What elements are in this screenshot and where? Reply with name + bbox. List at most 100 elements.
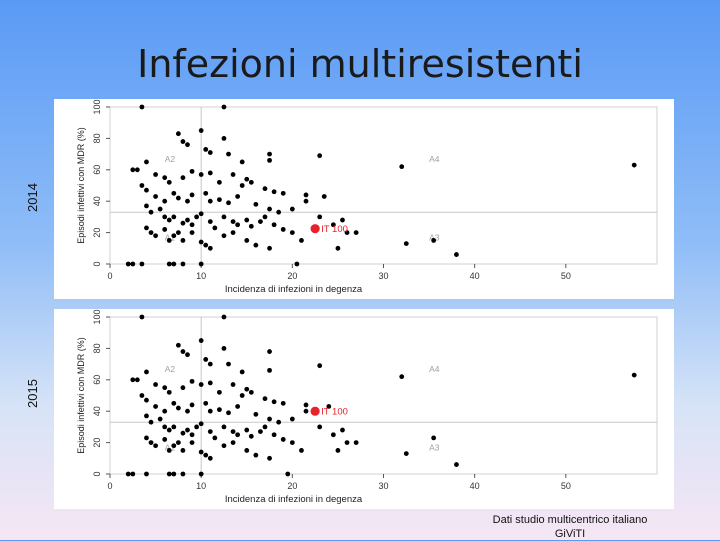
y-tick-label: 80: [92, 343, 102, 353]
data-point: [317, 363, 323, 369]
data-point: [153, 404, 158, 409]
data-point: [244, 386, 250, 392]
data-point: [194, 214, 200, 220]
data-point: [431, 435, 437, 441]
data-point: [230, 382, 236, 387]
year-label-2015: 2015: [25, 379, 40, 408]
data-point: [280, 227, 286, 232]
data-point: [262, 396, 268, 402]
data-point: [212, 225, 218, 231]
x-tick-label: 50: [561, 481, 571, 491]
data-point: [353, 230, 359, 236]
quadrant-label: A2: [165, 364, 176, 374]
data-point: [431, 238, 437, 243]
data-point: [175, 230, 181, 236]
data-point: [148, 209, 154, 215]
data-point: [454, 462, 459, 467]
data-point: [221, 443, 227, 449]
data-point: [144, 203, 149, 209]
data-point: [226, 151, 231, 157]
scatter-chart-2014: 0 20 40 60 80 100 0 10 20 30 40 50 Incidenza di infe…: [76, 99, 658, 295]
data-point: [253, 201, 259, 207]
data-point: [207, 429, 213, 435]
data-point: [321, 194, 327, 199]
quadrant-label: A2: [165, 154, 176, 164]
highlight-label: IT 100: [321, 407, 348, 418]
highlight-point: [310, 406, 320, 416]
data-point: [144, 471, 149, 477]
data-point: [130, 471, 136, 477]
data-point: [285, 471, 291, 477]
data-point: [130, 167, 136, 173]
data-point: [189, 192, 195, 198]
data-point: [267, 455, 272, 461]
data-point: [162, 175, 168, 181]
data-point: [267, 157, 272, 163]
data-point: [207, 198, 213, 204]
x-tick-label: 0: [107, 271, 112, 281]
data-point: [335, 448, 341, 453]
data-point: [221, 136, 227, 141]
highlight-point: [310, 224, 320, 234]
data-point: [303, 402, 309, 408]
data-point: [221, 214, 227, 220]
data-point: [157, 416, 163, 422]
data-point: [203, 242, 209, 248]
quadrant-label: A4: [429, 364, 440, 374]
slide-title: Infezioni multiresistenti: [137, 42, 583, 86]
data-point: [244, 448, 250, 453]
data-point: [175, 405, 181, 411]
data-point: [144, 413, 149, 419]
data-point: [289, 206, 295, 212]
y-axis-label: Episodi infettivi con MDR (%): [76, 127, 86, 244]
data-point: [248, 433, 254, 439]
data-point: [399, 374, 405, 380]
data-point: [189, 168, 195, 174]
y-tick-label: 0: [92, 261, 102, 266]
data-point: [262, 186, 268, 192]
data-point: [207, 245, 213, 251]
data-point: [203, 452, 209, 458]
y-tick-label: 100: [92, 309, 102, 324]
data-point: [267, 206, 272, 212]
data-point: [239, 393, 245, 398]
x-tick-label: 20: [287, 271, 297, 281]
data-point: [271, 222, 277, 228]
data-point: [239, 183, 245, 188]
data-point: [139, 104, 145, 110]
data-point: [162, 437, 168, 442]
x-tick-label: 40: [470, 271, 480, 281]
x-tick-label: 30: [378, 481, 388, 491]
data-point: [226, 410, 231, 416]
data-point: [253, 452, 259, 458]
data-point: [180, 385, 186, 391]
data-point: [330, 222, 336, 228]
data-point: [139, 393, 145, 398]
data-point: [239, 369, 245, 375]
data-point: [454, 252, 459, 257]
data-point: [262, 214, 268, 220]
data-point: [207, 380, 213, 386]
data-point: [189, 222, 195, 228]
data-point: [144, 159, 149, 165]
data-point: [353, 440, 359, 445]
data-point: [139, 183, 145, 188]
data-point: [189, 440, 195, 445]
y-tick-label: 80: [92, 133, 102, 143]
data-point: [303, 408, 309, 414]
data-point: [403, 451, 409, 456]
data-point: [403, 241, 409, 246]
data-point: [244, 238, 250, 243]
data-point: [189, 230, 195, 236]
data-point: [185, 217, 190, 223]
data-point: [166, 261, 172, 267]
data-point: [248, 179, 254, 185]
year-label-2014: 2014: [25, 183, 40, 212]
data-point: [153, 194, 158, 199]
data-point: [289, 416, 295, 422]
data-point: [198, 338, 204, 343]
quadrant-label: A4: [429, 154, 440, 164]
data-point: [185, 198, 190, 204]
y-tick-label: 0: [92, 471, 102, 476]
data-point: [162, 214, 168, 220]
